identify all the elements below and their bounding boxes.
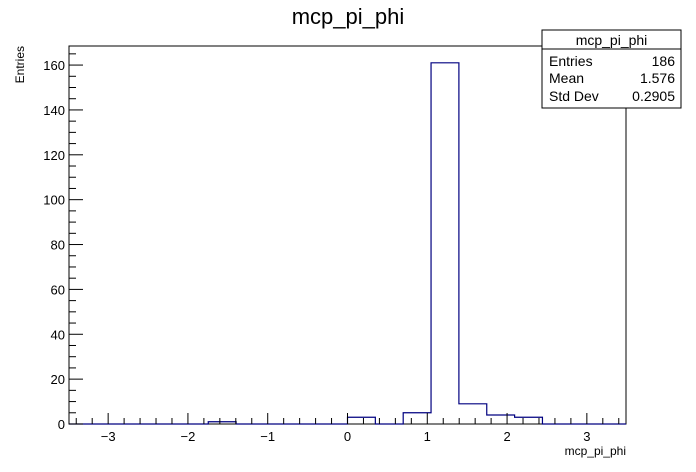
x-tick-label: −3 <box>101 429 116 444</box>
histogram-outline <box>69 62 626 425</box>
x-tick-label: 2 <box>503 429 510 444</box>
y-tick-label: 40 <box>51 327 65 342</box>
stats-value-mean: 1.576 <box>640 70 675 86</box>
x-tick-label: 1 <box>424 429 431 444</box>
x-tick-label: −1 <box>260 429 275 444</box>
stats-value-entries: 186 <box>652 53 676 69</box>
stats-label-entries: Entries <box>549 53 593 69</box>
y-tick-label: 80 <box>51 238 65 253</box>
y-tick-label: 160 <box>43 58 65 73</box>
y-tick-label: 140 <box>43 103 65 118</box>
x-tick-label: 3 <box>583 429 590 444</box>
y-axis-title: Entries <box>13 46 27 83</box>
y-tick-label: 0 <box>58 417 65 432</box>
x-tick-label: −2 <box>181 429 196 444</box>
x-axis: −3 −2 −1 0 1 2 3 <box>75 413 620 444</box>
y-axis: 0 20 40 60 80 100 120 140 160 <box>43 53 83 432</box>
x-tick-label: 0 <box>344 429 351 444</box>
chart-title: mcp_pi_phi <box>292 4 405 29</box>
stats-label-stddev: Std Dev <box>549 88 599 104</box>
stats-title: mcp_pi_phi <box>576 32 648 48</box>
y-tick-label: 120 <box>43 148 65 163</box>
y-tick-label: 100 <box>43 193 65 208</box>
stats-label-mean: Mean <box>549 70 584 86</box>
stats-box: mcp_pi_phi Entries 186 Mean 1.576 Std De… <box>541 29 682 109</box>
x-axis-title: mcp_pi_phi <box>565 444 626 458</box>
y-tick-label: 60 <box>51 282 65 297</box>
y-tick-label: 20 <box>51 372 65 387</box>
stats-value-stddev: 0.2905 <box>632 88 675 104</box>
